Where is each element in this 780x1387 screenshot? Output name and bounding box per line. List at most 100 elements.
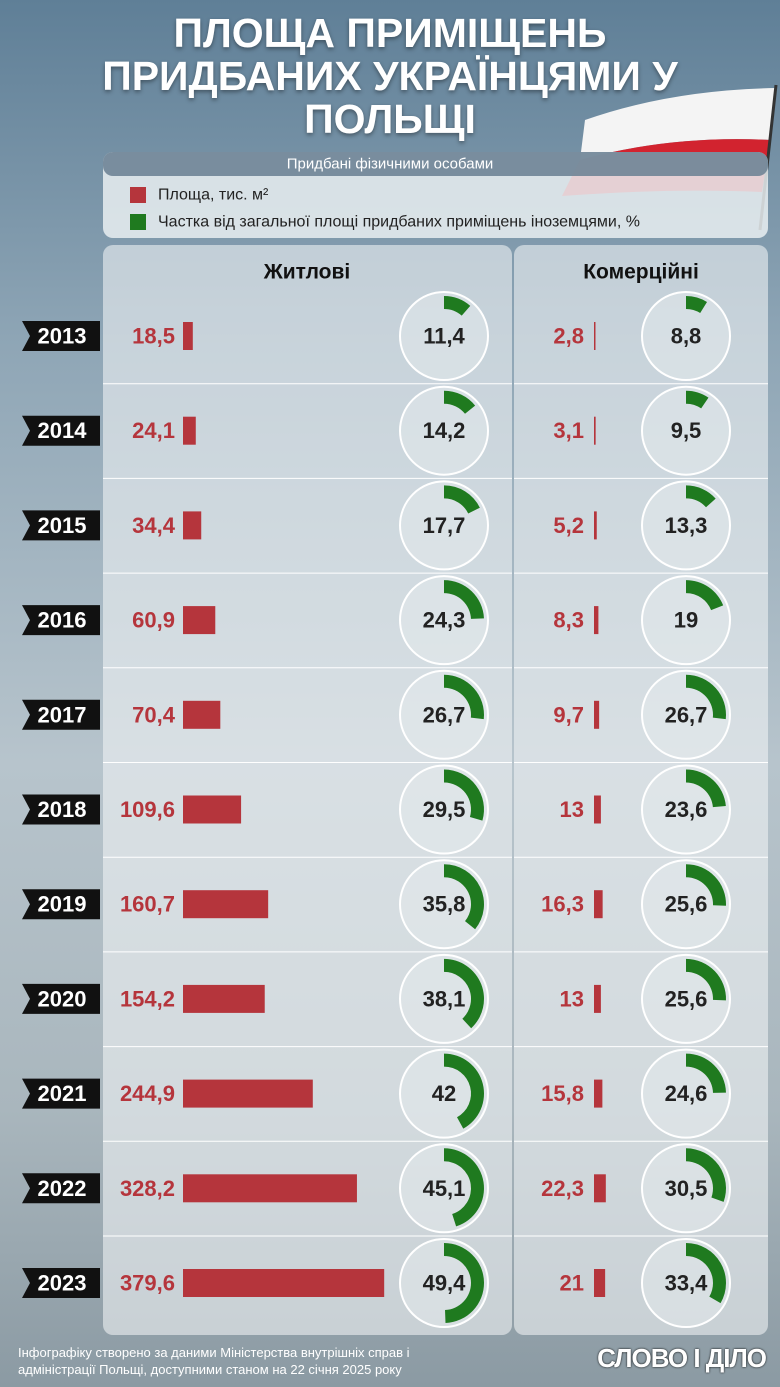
share-arc: [686, 1053, 726, 1093]
area-bar: [183, 1269, 385, 1297]
year-label: 2021: [38, 1081, 87, 1106]
year-tab: [22, 415, 100, 446]
year-label: 2022: [38, 1176, 87, 1201]
subtitle: Придбані фізичними особами: [287, 156, 494, 173]
area-bar: [594, 795, 601, 824]
share-label: 24,6: [665, 1081, 708, 1106]
year-tab: [22, 1078, 100, 1109]
footnote: Інфографіку створено за даними Міністерс…: [18, 1345, 410, 1377]
area-bar: [594, 322, 596, 350]
year-label: 2018: [38, 797, 87, 822]
area-label: 5,2: [553, 513, 584, 538]
share-label: 26,7: [423, 702, 466, 727]
area-label: 16,3: [541, 892, 584, 917]
share-arc: [686, 864, 726, 906]
year-tab: [22, 699, 100, 730]
area-label: 109,6: [120, 797, 175, 822]
area-label: 15,8: [541, 1081, 584, 1106]
share-label: 8,8: [671, 324, 702, 349]
area-label: 9,7: [553, 702, 584, 727]
area-label: 21: [560, 1271, 584, 1296]
share-arc: [686, 958, 726, 1001]
area-label: 24,1: [132, 418, 175, 443]
share-label: 26,7: [665, 702, 708, 727]
year-tab: [22, 889, 100, 920]
legend-label: Частка від загальної площі придбаних при…: [158, 214, 640, 231]
share-label: 35,8: [423, 892, 466, 917]
area-bar: [183, 1079, 313, 1108]
share-arc: [686, 580, 724, 611]
area-label: 328,2: [120, 1176, 175, 1201]
area-label: 244,9: [120, 1081, 175, 1106]
share-arc: [444, 390, 476, 414]
year-label: 2017: [38, 702, 87, 727]
share-arc: [444, 864, 484, 930]
share-arc: [686, 1243, 726, 1304]
share-label: 14,2: [423, 418, 466, 443]
area-label: 2,8: [553, 324, 584, 349]
share-arc: [686, 485, 716, 508]
year-tab: [22, 321, 100, 351]
area-bar: [183, 700, 221, 729]
area-bar: [183, 511, 202, 540]
share-arc: [686, 674, 726, 720]
share-label: 29,5: [423, 797, 466, 822]
share-arc: [686, 296, 708, 314]
area-bar: [183, 606, 216, 635]
year-label: 2023: [38, 1271, 87, 1296]
area-label: 8,3: [553, 608, 584, 633]
brand: СЛОВО І ДІЛО: [597, 1343, 767, 1373]
area-bar: [594, 890, 603, 919]
year-tab: [22, 605, 100, 636]
share-label: 30,5: [665, 1176, 708, 1201]
area-label: 70,4: [132, 702, 176, 727]
area-bar: [594, 511, 597, 540]
area-bar: [594, 1174, 606, 1203]
area-bar: [594, 1079, 603, 1108]
share-arc: [686, 769, 726, 808]
panel-header: Житлові: [263, 261, 351, 284]
year-label: 2019: [38, 892, 87, 917]
share-arc: [444, 958, 484, 1029]
area-bar: [183, 1174, 357, 1203]
share-label: 33,4: [665, 1271, 709, 1296]
year-tab: [22, 1173, 100, 1204]
share-label: 45,1: [423, 1176, 466, 1201]
share-label: 23,6: [665, 797, 708, 822]
legend-swatch: [130, 214, 146, 230]
share-arc: [686, 390, 709, 409]
area-bar: [594, 984, 601, 1013]
share-arc: [444, 580, 484, 619]
share-label: 25,6: [665, 892, 708, 917]
share-label: 9,5: [671, 418, 702, 443]
share-label: 11,4: [423, 324, 465, 349]
area-bar: [183, 890, 269, 919]
area-bar: [594, 1269, 606, 1297]
subtitle-band: [103, 152, 768, 176]
area-label: 18,5: [132, 324, 175, 349]
year-tab: [22, 983, 100, 1014]
year-label: 2016: [38, 608, 87, 633]
share-label: 25,6: [665, 986, 708, 1011]
year-tab: [22, 794, 100, 825]
area-bar: [183, 795, 242, 824]
share-label: 17,7: [423, 513, 466, 538]
share-arc: [444, 296, 471, 316]
ring-bg: [399, 291, 489, 381]
ring-bg: [641, 385, 731, 476]
share-arc: [444, 1243, 485, 1323]
share-label: 24,3: [423, 608, 466, 633]
area-bar: [594, 700, 600, 729]
year-tab: [22, 510, 100, 541]
area-bar: [183, 984, 265, 1013]
year-label: 2013: [38, 324, 87, 349]
area-bar: [594, 416, 596, 445]
area-label: 34,4: [132, 513, 176, 538]
share-arc: [686, 1148, 726, 1202]
area-label: 160,7: [120, 892, 175, 917]
share-arc: [444, 769, 484, 821]
legend-label: Площа, тис. м²: [158, 187, 269, 204]
area-bar: [594, 606, 599, 635]
